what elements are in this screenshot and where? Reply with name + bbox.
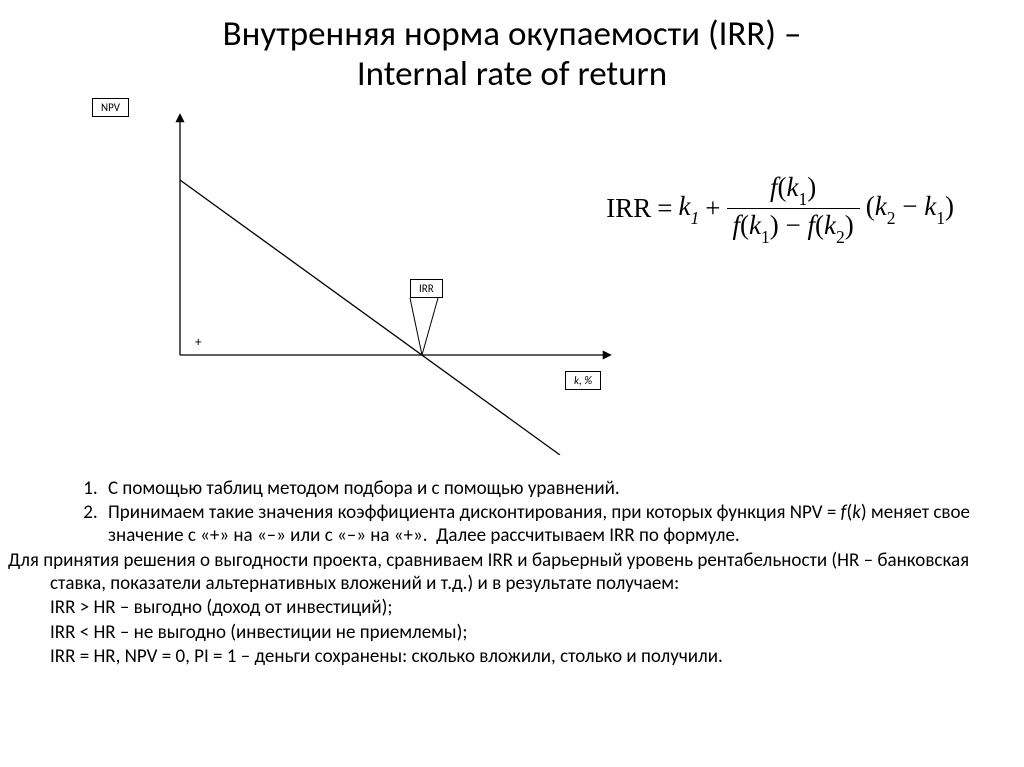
list-item-1: С помощью таблиц методом подбора и с пом… [102, 477, 974, 500]
formula-plus: + [705, 193, 720, 224]
k-axis-label: k, % [565, 371, 601, 390]
paragraph-3: IRR < HR – не выгодно (инвестиции не при… [50, 621, 974, 644]
paragraph-2: IRR > HR – выгодно (доход от инвестиций)… [50, 596, 974, 619]
slide-title: Внутренняя норма окупаемости (IRR) – Int… [50, 14, 974, 95]
fraction-numerator: f(k1) [764, 171, 822, 208]
chart-and-formula-area: NPV IRR k, % + IRR = k1 + f(k1) [50, 101, 974, 471]
list-item-2: Принимаем такие значения коэффициента ди… [102, 501, 974, 547]
formula-lhs: IRR [606, 193, 651, 224]
irr-formula: IRR = k1 + f(k1) f(k1) − f(k2) (k2 − k1) [606, 171, 954, 247]
paragraph-1: Для принятия решения о выгодности проект… [50, 549, 974, 595]
k-axis-label-text: k, % [574, 374, 592, 387]
formula-k1: k1 [679, 191, 700, 226]
plus-region-label: + [195, 335, 201, 350]
list-item-2-text: Принимаем такие значения коэффициента ди… [108, 501, 970, 547]
npv-chart: NPV IRR k, % + [80, 95, 620, 455]
body-text: С помощью таблиц методом подбора и с пом… [50, 477, 974, 668]
chart-svg [80, 95, 620, 455]
formula-tail: (k2 − k1) [866, 191, 954, 226]
numbered-list: С помощью таблиц методом подбора и с пом… [50, 477, 974, 548]
title-line-1: Внутренняя норма окупаемости (IRR) – [223, 13, 802, 55]
npv-axis-label: NPV [92, 98, 129, 117]
paragraph-4: IRR = HR, NPV = 0, PI = 1 – деньги сохра… [50, 645, 974, 668]
fraction-denominator: f(k1) − f(k2) [727, 209, 860, 246]
title-line-2: Internal rate of return [357, 53, 667, 95]
irr-point-label: IRR [410, 279, 443, 298]
formula-fraction: f(k1) f(k1) − f(k2) [727, 171, 860, 247]
formula-eq: = [657, 193, 672, 224]
